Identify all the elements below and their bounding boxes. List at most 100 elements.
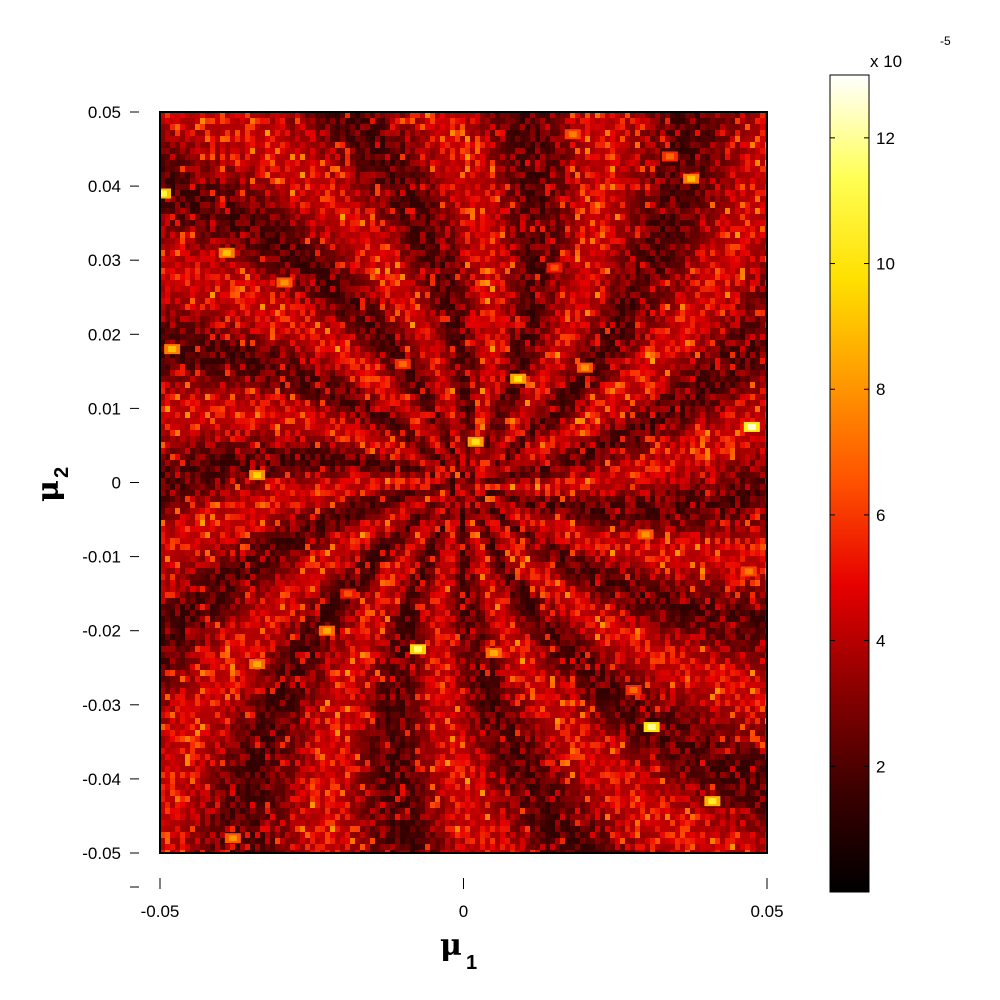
- heatmap-cell: [500, 172, 506, 179]
- heatmap-cell: [405, 286, 411, 293]
- heatmap-cell: [165, 274, 171, 281]
- heatmap-cell: [530, 304, 536, 311]
- heatmap-cell: [595, 262, 601, 269]
- heatmap-cell: [410, 310, 416, 317]
- heatmap-cell: [755, 184, 761, 191]
- heatmap-cell: [625, 226, 631, 233]
- heatmap-cell: [350, 214, 356, 221]
- heatmap-cell: [375, 214, 381, 221]
- heatmap-cell: [245, 262, 251, 269]
- heatmap-cell: [215, 178, 221, 185]
- heatmap-cell: [285, 226, 291, 233]
- heatmap-cell: [315, 136, 321, 143]
- heatmap-cell: [275, 304, 281, 311]
- heatmap-cell: [655, 154, 661, 161]
- heatmap-cell: [360, 292, 366, 299]
- heatmap-cell: [420, 256, 426, 263]
- heatmap-cell: [700, 256, 706, 263]
- heatmap-cell: [255, 280, 261, 287]
- heatmap-cell: [660, 220, 666, 227]
- heatmap-cell: [285, 244, 291, 251]
- heatmap-cell: [525, 154, 531, 161]
- heatmap-cell: [225, 352, 231, 359]
- heatmap-cell: [750, 292, 756, 299]
- heatmap-cell: [255, 250, 261, 257]
- heatmap-cell: [560, 292, 566, 299]
- heatmap-cell: [205, 124, 211, 131]
- heatmap-cell: [305, 124, 311, 131]
- heatmap-cell: [670, 112, 676, 119]
- heatmap-cell: [400, 256, 406, 263]
- heatmap-cell: [705, 328, 711, 335]
- heatmap-cell: [405, 352, 411, 359]
- heatmap-cell: [235, 322, 241, 329]
- heatmap-cell: [490, 250, 496, 257]
- heatmap-cell: [755, 286, 761, 293]
- heatmap-cell: [665, 268, 671, 275]
- heatmap-cell: [235, 316, 241, 323]
- heatmap-cell: [500, 292, 506, 299]
- heatmap-cell: [605, 268, 611, 275]
- heatmap-cell: [560, 184, 566, 191]
- heatmap-cell: [220, 268, 226, 275]
- heatmap-cell: [730, 352, 736, 359]
- heatmap-cell: [470, 280, 476, 287]
- heatmap-cell: [635, 148, 641, 155]
- heatmap-cell: [330, 352, 336, 359]
- heatmap-cell: [385, 184, 391, 191]
- heatmap-cell: [675, 238, 681, 245]
- heatmap-cell: [245, 244, 251, 251]
- heatmap-cell: [275, 310, 281, 317]
- heatmap-cell: [285, 130, 291, 137]
- heatmap-cell: [340, 250, 346, 257]
- heatmap-cell: [435, 202, 441, 209]
- heatmap-cell: [420, 208, 426, 215]
- heatmap-cell: [620, 238, 626, 245]
- heatmap-cell: [595, 220, 601, 227]
- heatmap-cell: [380, 136, 386, 143]
- heatmap-cell: [605, 202, 611, 209]
- heatmap-cell: [700, 304, 706, 311]
- heatmap-cell: [585, 172, 591, 179]
- heatmap-cell: [300, 184, 306, 191]
- heatmap-cell: [205, 190, 211, 197]
- heatmap-cell: [375, 334, 381, 341]
- heatmap-cell: [580, 334, 586, 341]
- heatmap-cell: [555, 244, 561, 251]
- heatmap-cell: [745, 136, 751, 143]
- heatmap-cell: [220, 118, 226, 125]
- heatmap-cell: [250, 286, 256, 293]
- heatmap-cell: [385, 262, 391, 269]
- heatmap-cell: [500, 202, 506, 209]
- heatmap-cell: [255, 130, 261, 137]
- heatmap-cell: [595, 118, 601, 125]
- heatmap-cell: [690, 310, 696, 317]
- heatmap-cell: [190, 172, 196, 179]
- heatmap-cell: [695, 316, 701, 323]
- heatmap-cell: [690, 304, 696, 311]
- heatmap-cell: [760, 292, 766, 299]
- heatmap-cell: [215, 352, 221, 359]
- heatmap-cell: [740, 154, 746, 161]
- heatmap-cell: [300, 316, 306, 323]
- heatmap-cell: [755, 172, 761, 179]
- heatmap-cell: [195, 262, 201, 269]
- heatmap-cell: [195, 172, 201, 179]
- heatmap-cell: [595, 148, 601, 155]
- heatmap-cell: [305, 304, 311, 311]
- heatmap-cell: [545, 220, 551, 227]
- heatmap-cell: [240, 118, 246, 125]
- heatmap-cell: [705, 196, 711, 203]
- heatmap-cell: [300, 154, 306, 161]
- heatmap-cell: [255, 298, 261, 305]
- heatmap-cell: [720, 202, 726, 209]
- heatmap-cell: [375, 178, 381, 185]
- heatmap-cell: [495, 124, 501, 131]
- heatmap-cell: [380, 352, 386, 359]
- heatmap-cell: [750, 172, 756, 179]
- heatmap-cell: [330, 238, 336, 245]
- heatmap-cell: [385, 160, 391, 167]
- heatmap-cell: [540, 178, 546, 185]
- heatmap-cell: [295, 250, 301, 257]
- heatmap-cell: [325, 232, 331, 239]
